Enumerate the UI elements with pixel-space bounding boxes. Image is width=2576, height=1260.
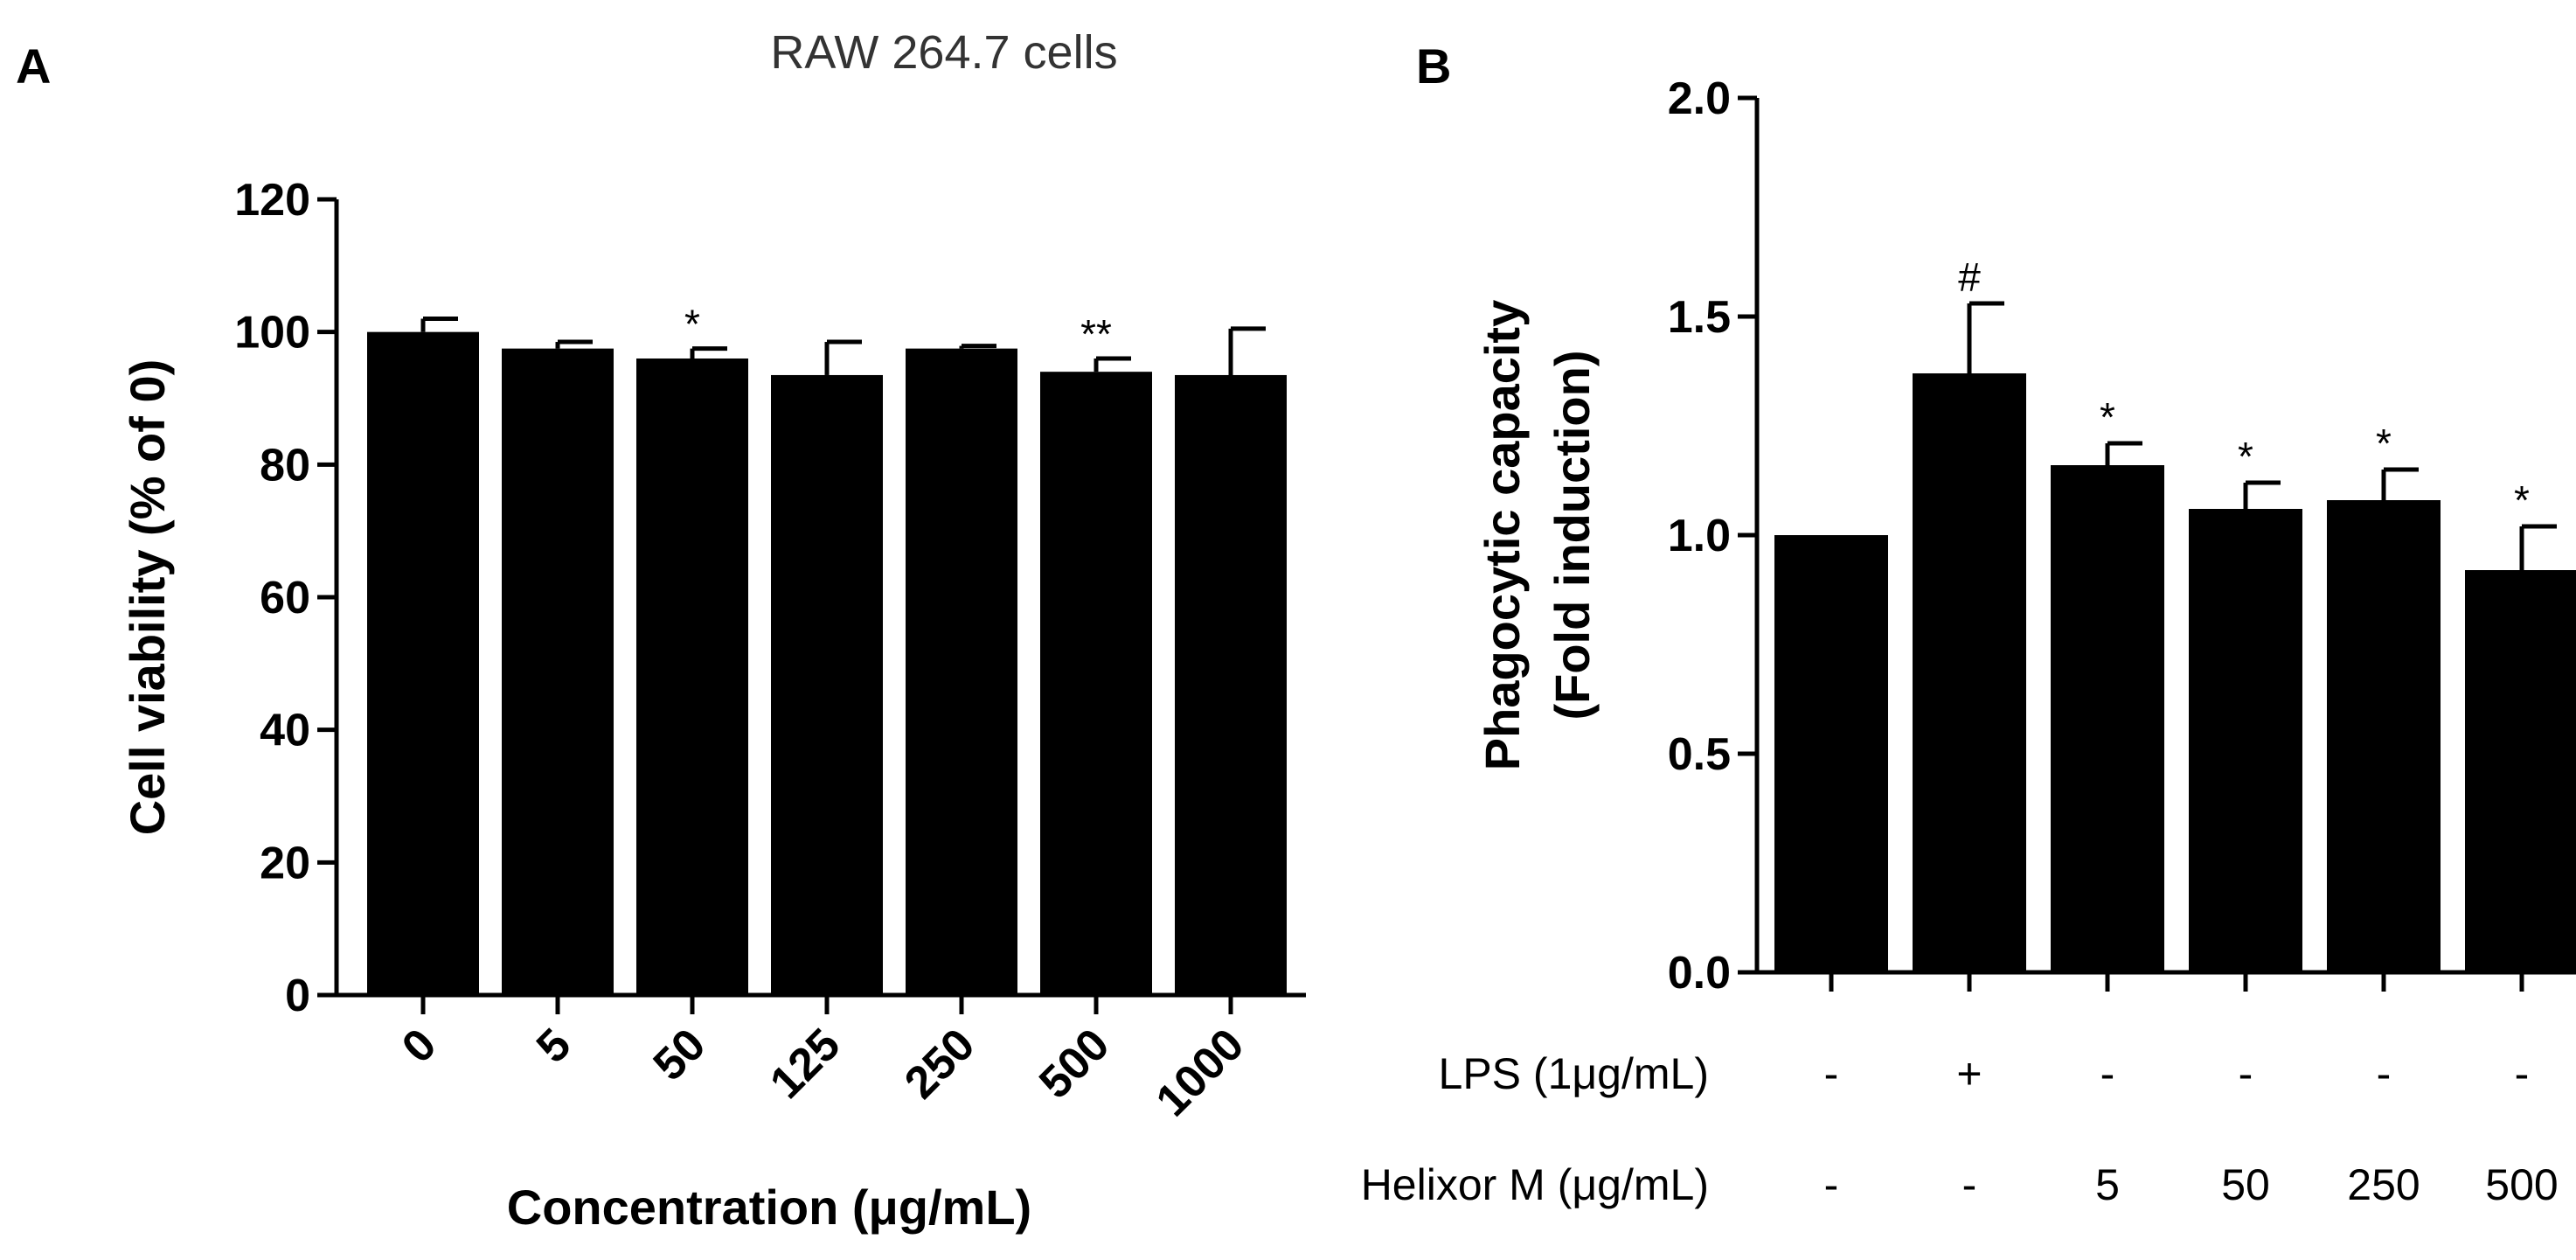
significance-marker: * (2100, 394, 2115, 440)
y-tick-label: 60 (260, 573, 310, 623)
treatment-row-value: - (1824, 1160, 1839, 1209)
bar (2189, 509, 2302, 972)
x-tick-label: 1000 (1147, 1019, 1254, 1126)
x-tick-label: 125 (760, 1019, 850, 1108)
significance-marker: * (2376, 421, 2392, 466)
treatment-row-label: Helixor M (μg/mL) (1361, 1160, 1709, 1209)
x-tick-label: 250 (895, 1019, 984, 1108)
y-tick-label: 0 (285, 971, 310, 1021)
bar (906, 348, 1017, 995)
bar (2327, 500, 2441, 972)
x-tick-label: 5 (527, 1019, 580, 1072)
y-tick-label: 100 (234, 308, 310, 359)
bar (636, 359, 748, 995)
significance-marker: ** (1080, 311, 1112, 357)
y-axis-label: Cell viability (% of 0) (120, 359, 175, 836)
bar (502, 348, 614, 995)
panel-b-chart: 0.0 0.5 1.0 1.5 2.0 # * * * * LPS (1μg/mL) - + - - - - He… (1361, 73, 2576, 1209)
significance-marker: # (1958, 254, 1981, 300)
treatment-row-value: - (2239, 1049, 2253, 1098)
x-tick-label: 500 (1030, 1019, 1119, 1108)
panel-b-letter: B (1416, 38, 1451, 94)
bar (1774, 535, 1888, 972)
significance-marker: * (684, 302, 700, 347)
panel-a-title: RAW 264.7 cells (770, 26, 1117, 79)
treatment-row-value: - (1824, 1049, 1839, 1098)
y-tick-label: 40 (260, 706, 310, 756)
bar (1040, 372, 1152, 996)
panel-a-chart: 0 20 40 60 80 100 120 0 5 * 50 125 250 ** 500 1000 Cell … (120, 175, 1306, 1235)
bar (2051, 465, 2164, 972)
bar (367, 331, 479, 996)
treatment-row-value: - (2515, 1049, 2530, 1098)
treatment-row-value: - (1962, 1160, 1977, 1209)
y-tick-label: 1.5 (1668, 292, 1731, 343)
treatment-row-value: - (2100, 1049, 2115, 1098)
significance-marker: * (2238, 434, 2253, 479)
y-tick-label: 20 (260, 838, 310, 888)
y-tick-label: 120 (234, 175, 310, 226)
significance-marker: * (2514, 477, 2530, 523)
treatment-row-value: 5 (2095, 1160, 2120, 1209)
x-tick-label: 0 (392, 1019, 446, 1072)
treatment-row-value: 250 (2347, 1160, 2420, 1209)
y-axis-label-line1: Phagocytic capacity (1475, 300, 1530, 770)
treatment-row-value: 500 (2485, 1160, 2558, 1209)
y-tick-label: 0.0 (1668, 948, 1731, 999)
bar (771, 374, 883, 995)
y-tick-label: 2.0 (1668, 73, 1731, 124)
y-axis-label-line2: (Fold induction) (1545, 351, 1600, 720)
x-tick-label: 50 (644, 1019, 716, 1090)
treatment-row-label: LPS (1μg/mL) (1439, 1049, 1709, 1098)
bar (2465, 570, 2576, 972)
y-tick-label: 0.5 (1668, 729, 1731, 780)
bar (1913, 373, 2026, 972)
treatment-row-value: 50 (2221, 1160, 2270, 1209)
panel-a-letter: A (16, 38, 51, 94)
treatment-row-value: + (1956, 1049, 1982, 1098)
y-tick-label: 80 (260, 440, 310, 491)
x-axis-label: Concentration (μg/mL) (507, 1180, 1031, 1235)
bar (1175, 374, 1287, 995)
treatment-row-value: - (2377, 1049, 2392, 1098)
y-tick-label: 1.0 (1668, 511, 1731, 561)
